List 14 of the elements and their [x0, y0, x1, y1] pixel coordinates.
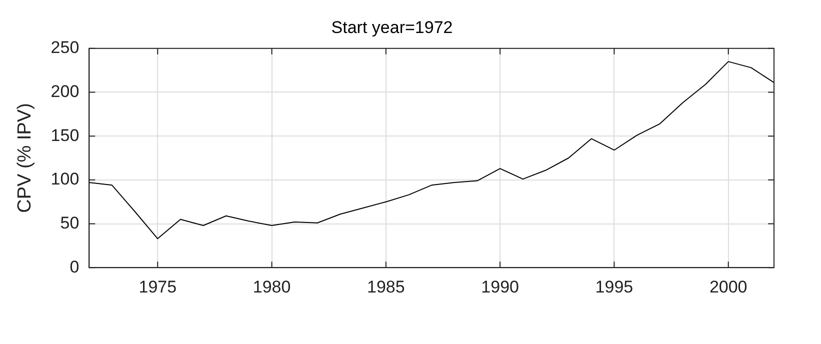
y-tick-label: 50	[60, 213, 80, 232]
y-tick-label: 200	[50, 82, 80, 101]
x-tick-label: 1990	[481, 277, 519, 296]
y-tick-label: 100	[50, 170, 80, 189]
y-tick-label: 250	[50, 38, 80, 58]
y-axis-title: CPV (% IPV)	[14, 103, 36, 213]
y-tick-label: 0	[70, 257, 80, 276]
x-tick-label: 2000	[709, 277, 748, 296]
x-tick-label: 1980	[252, 277, 291, 296]
y-tick-label: 150	[50, 126, 80, 145]
x-tick-label: 1975	[138, 277, 177, 296]
chart-title: Start year=1972	[331, 18, 453, 37]
x-tick-label: 1985	[367, 277, 405, 296]
x-tick-label: 1995	[595, 277, 634, 296]
